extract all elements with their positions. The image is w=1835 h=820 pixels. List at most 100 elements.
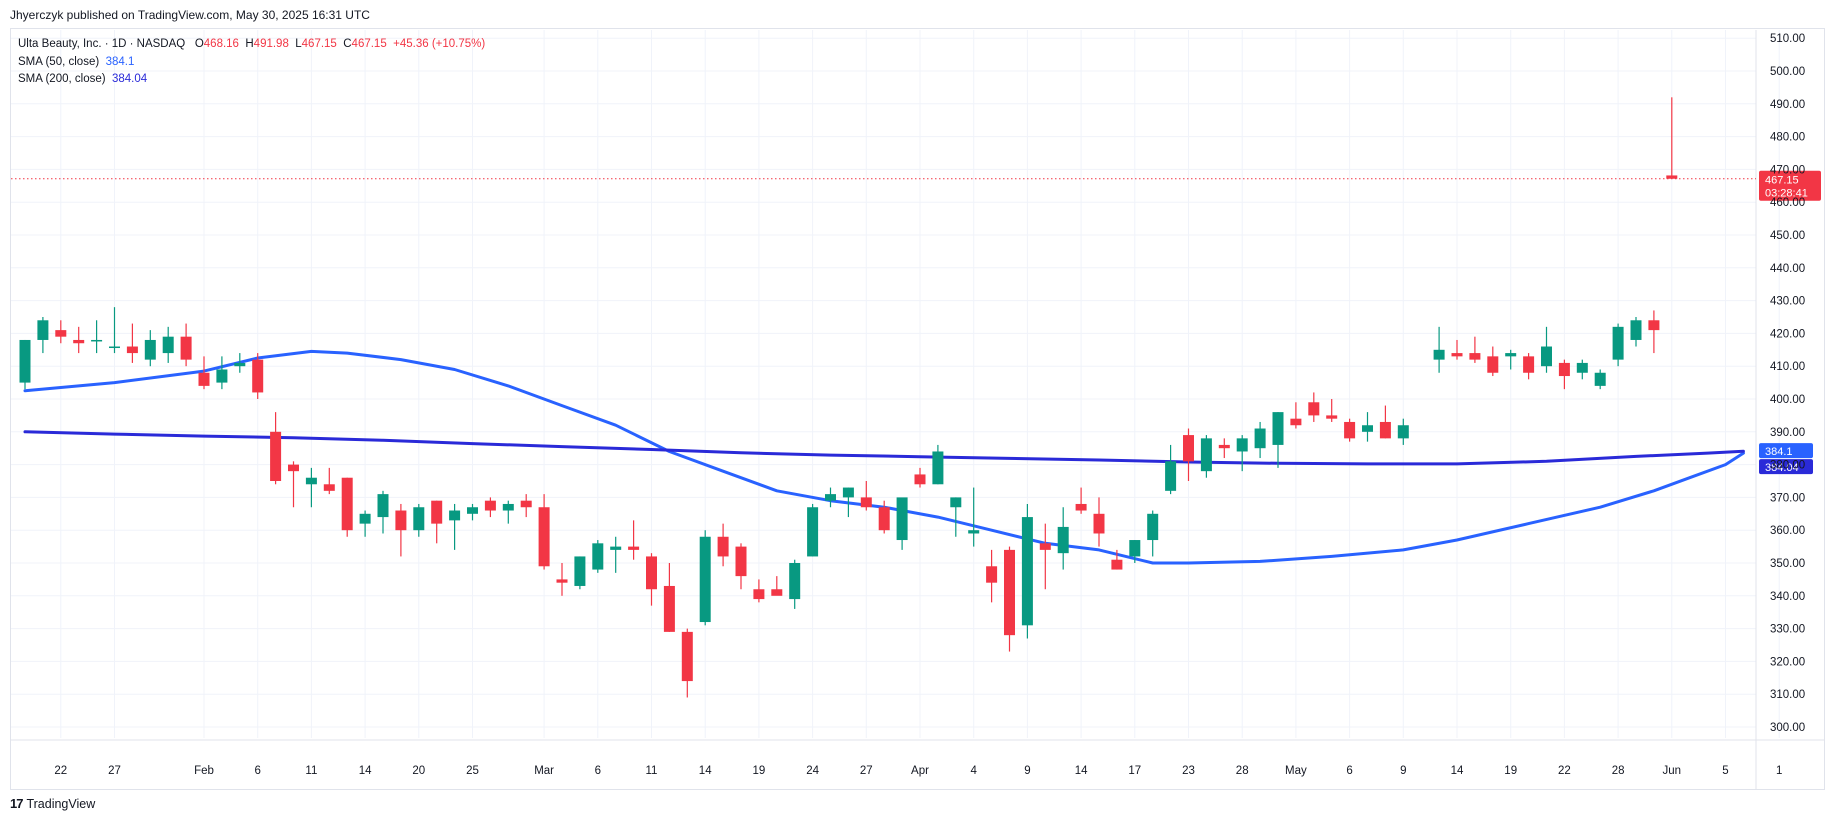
- candle: [592, 540, 604, 573]
- candle-body: [753, 589, 765, 600]
- sma200-badge: 384.04: [1759, 459, 1813, 475]
- legend-low-label: L: [295, 38, 302, 50]
- candle: [55, 320, 67, 344]
- date-tick-label: 6: [1346, 765, 1352, 777]
- price-tick-label: 400.00: [1770, 394, 1805, 406]
- publisher-line: Jhyerczyk published on TradingView.com, …: [10, 8, 370, 22]
- date-tick-label: 20: [412, 765, 425, 777]
- legend-high-value: 491.98: [253, 38, 289, 50]
- legend-sma200-row[interactable]: SMA (200, close) 384.04: [18, 71, 485, 89]
- price-tick-label: 420.00: [1770, 328, 1805, 340]
- candle: [1666, 97, 1678, 179]
- candle-body: [467, 507, 478, 514]
- date-tick-label: Feb: [194, 765, 214, 777]
- candle-body: [1236, 438, 1248, 452]
- candle-body: [1111, 559, 1123, 570]
- candle-body: [1362, 425, 1373, 432]
- date-tick-label: 5: [1722, 765, 1728, 777]
- candle-body: [1541, 346, 1552, 367]
- candle: [1308, 392, 1320, 422]
- candle: [1021, 503, 1033, 639]
- date-tick-label: 24: [806, 765, 819, 777]
- price-axis[interactable]: 300.00 310.00 320.00 330.00 340.00 350.00 360.…: [1770, 33, 1805, 734]
- candle: [341, 477, 353, 537]
- candle-body: [986, 566, 998, 583]
- sma-badge-value: 384.04: [1765, 462, 1799, 474]
- candle-body: [1165, 461, 1177, 491]
- candle-body: [449, 510, 461, 521]
- candle: [305, 467, 317, 508]
- candles: [19, 97, 1678, 698]
- date-tick-label: 14: [359, 765, 372, 777]
- candle-body: [556, 579, 568, 583]
- price-tick-label: 380.00: [1770, 460, 1805, 472]
- legend-symbol[interactable]: Ulta Beauty, Inc. · 1D · NASDAQ: [18, 38, 186, 50]
- candle: [1362, 412, 1373, 442]
- candle-body: [1397, 425, 1409, 439]
- date-tick-label: Jun: [1663, 765, 1682, 777]
- tradingview-brand[interactable]: 17 TradingView: [10, 796, 95, 811]
- candle: [288, 461, 299, 508]
- candle: [646, 553, 657, 606]
- candle-body: [1487, 356, 1499, 373]
- candle: [968, 487, 980, 547]
- candle-body: [932, 451, 944, 485]
- legend-sma50-row[interactable]: SMA (50, close) 384.1: [18, 54, 485, 72]
- price-badge-bg: [1759, 170, 1821, 201]
- date-tick-label: 14: [1451, 765, 1464, 777]
- date-tick-label: 9: [1400, 765, 1406, 777]
- candle-body: [842, 487, 854, 498]
- candle: [1487, 346, 1499, 377]
- date-tick-label: 11: [646, 765, 658, 777]
- candle: [538, 494, 550, 570]
- candle-body: [1075, 503, 1087, 511]
- candle: [234, 353, 246, 373]
- candle: [198, 356, 210, 390]
- candle: [180, 323, 192, 367]
- candle: [950, 497, 962, 537]
- candle-body: [288, 464, 299, 472]
- candle-body: [1344, 421, 1356, 439]
- candle-body: [1057, 526, 1069, 554]
- candle: [144, 330, 156, 367]
- sma200-value: 384.04: [111, 73, 148, 85]
- candle: [1576, 359, 1588, 380]
- sma50-line: [23, 349, 1745, 565]
- date-tick-label: 23: [1182, 765, 1195, 777]
- candle-body: [19, 339, 31, 383]
- candle: [109, 307, 120, 354]
- price-tick-label: 390.00: [1770, 427, 1805, 439]
- date-tick-label: 6: [254, 765, 260, 777]
- brand-name: TradingView: [26, 796, 96, 811]
- legend: Ulta Beauty, Inc. · 1D · NASDAQ O468.16 …: [18, 36, 485, 89]
- date-tick-label: 1: [1776, 765, 1782, 777]
- candle: [37, 317, 49, 354]
- candle: [1594, 369, 1606, 390]
- candle: [1290, 402, 1302, 429]
- candle-body: [860, 497, 872, 508]
- price-tick-label: 330.00: [1770, 624, 1805, 636]
- candle-body: [1612, 326, 1624, 360]
- candle: [699, 530, 711, 626]
- candle: [359, 510, 371, 537]
- date-tick-label: 19: [753, 765, 766, 777]
- candle: [1218, 438, 1230, 459]
- candle-body: [1576, 362, 1588, 373]
- candle: [610, 536, 622, 573]
- sma-lines: [23, 349, 1745, 565]
- candle-body: [323, 484, 335, 491]
- candle: [1075, 487, 1087, 514]
- candle-body: [377, 494, 389, 518]
- candle: [1505, 349, 1517, 370]
- date-tick-label: 25: [466, 765, 479, 777]
- candle-body: [252, 359, 264, 393]
- candle-body: [1021, 517, 1033, 626]
- candle: [1183, 428, 1194, 481]
- time-axis[interactable]: 22 27 Feb 6 11 14 20 25 Mar 6 11 14 19 24 27 Apr 4 9 14 17 2…: [54, 765, 1782, 777]
- candle: [449, 503, 461, 550]
- candle-body: [270, 431, 282, 481]
- date-tick-label: Apr: [911, 765, 929, 777]
